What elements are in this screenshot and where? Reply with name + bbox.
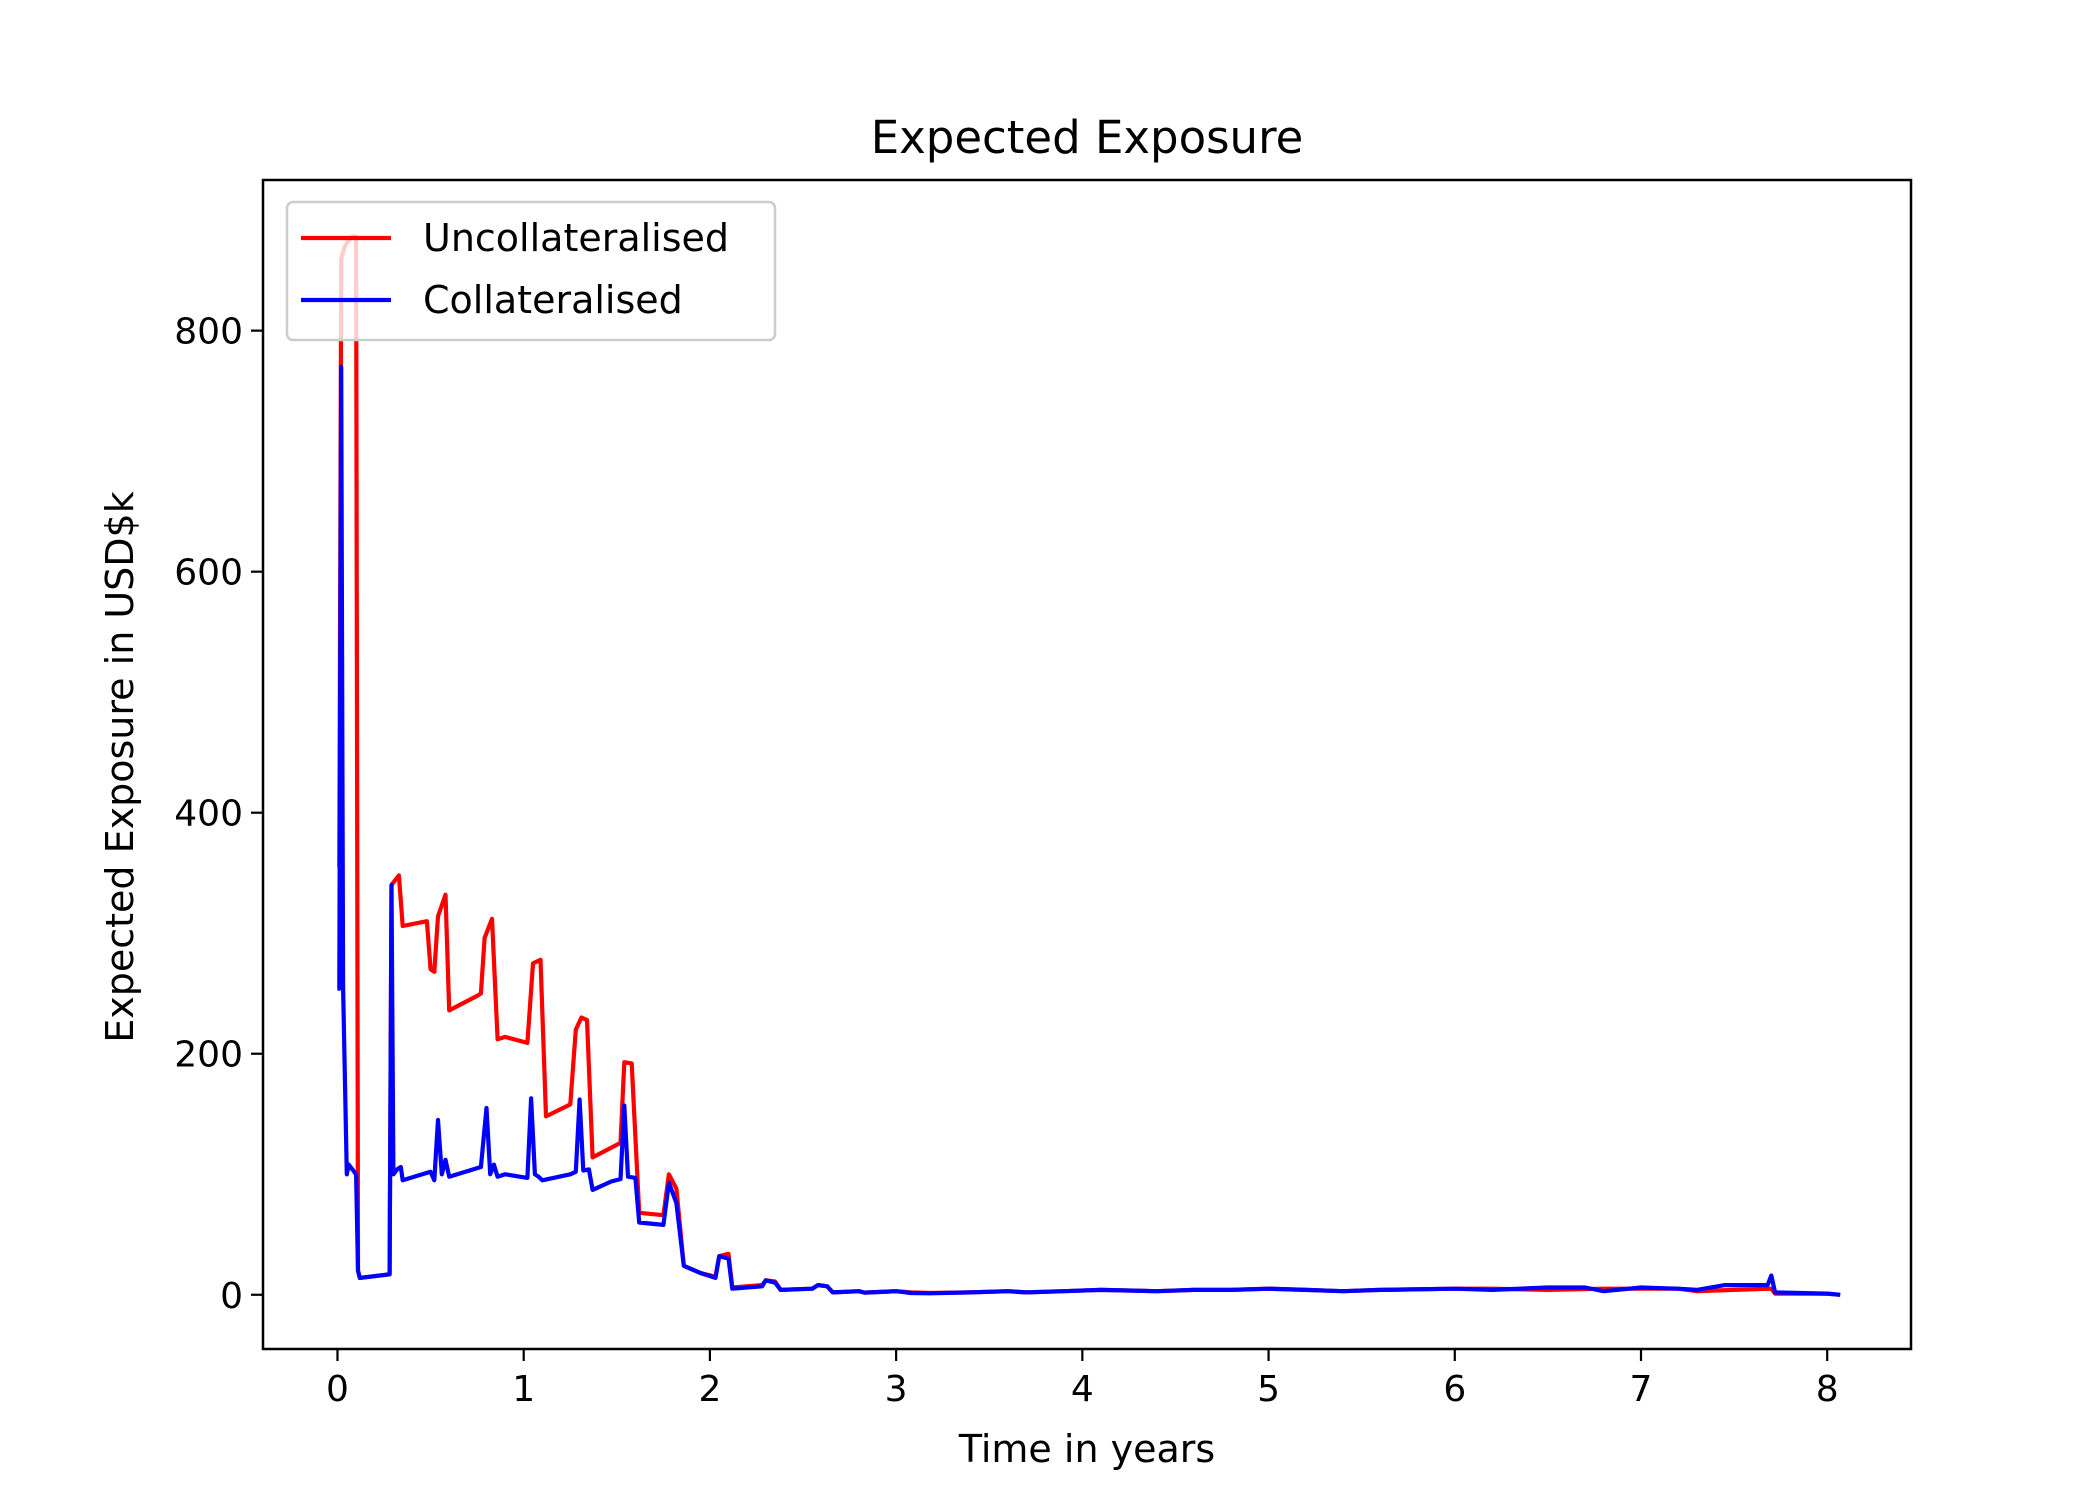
chart-title: Expected Exposure (871, 111, 1304, 164)
legend-label-collateralised: Collateralised (423, 278, 683, 322)
x-tick-label: 5 (1257, 1369, 1280, 1410)
x-axis-label: Time in years (958, 1427, 1215, 1471)
x-tick-label: 1 (512, 1369, 535, 1410)
series-line-collateralised (337, 364, 1841, 1297)
x-tick-label: 2 (698, 1369, 721, 1410)
y-tick-label: 800 (174, 312, 243, 353)
x-tick-label: 6 (1443, 1369, 1466, 1410)
y-axis-label: Expected Exposure in USD$k (98, 491, 142, 1042)
axes-frame (261, 178, 1913, 1351)
legend-label-uncollateralised: Uncollateralised (423, 216, 729, 260)
y-tick-label: 0 (220, 1276, 243, 1317)
legend: Uncollateralised Collateralised (285, 200, 777, 342)
y-tick-label: 600 (174, 553, 243, 594)
x-tick-label: 3 (885, 1369, 908, 1410)
x-tick-label: 0 (326, 1369, 349, 1410)
y-tick-label: 400 (174, 794, 243, 835)
x-tick-label: 4 (1071, 1369, 1094, 1410)
y-tick-label: 200 (174, 1035, 243, 1076)
x-tick-label: 7 (1630, 1369, 1653, 1410)
x-tick-label: 8 (1816, 1369, 1839, 1410)
plot-area: 0 1 2 3 4 5 6 7 8 0 200 400 600 800 (174, 178, 1913, 1410)
legend-box (285, 200, 777, 342)
